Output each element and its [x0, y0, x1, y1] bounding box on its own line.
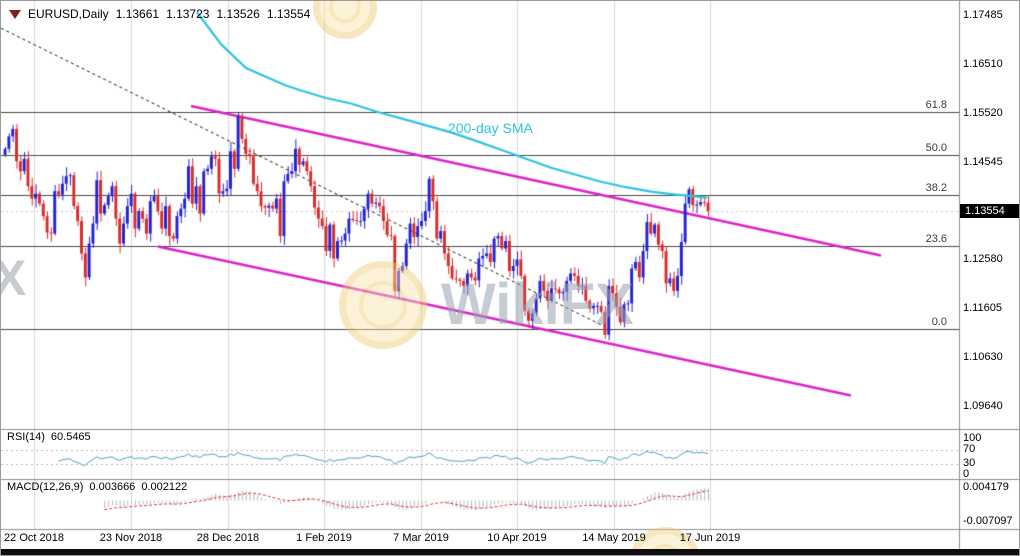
rsi-indicator-label: RSI(14) 60.5465: [7, 431, 91, 443]
macd-axis-min: -0.007097: [963, 515, 1013, 527]
price-axis-label: 1.12580: [963, 253, 1003, 266]
macd-name: MACD(12,26,9): [7, 481, 84, 493]
price-axis-label: 1.15520: [963, 106, 1003, 119]
rsi-axis-label: 100: [963, 432, 982, 444]
price-axis-label: 1.16510: [963, 57, 1003, 70]
high-value: 1.13723: [166, 7, 210, 21]
price-axis-label: 1.11605: [963, 302, 1002, 315]
symbol-ohlc-header: EURUSD,Daily 1.13661 1.13723 1.13526 1.1…: [9, 7, 310, 21]
macd-axis-max: 0.004179: [963, 481, 1009, 493]
time-axis[interactable]: 22 Oct 2018 23 Nov 2018 28 Dec 2018 1 Feb 2…: [1, 530, 959, 548]
rsi-axis-label: 0: [963, 468, 970, 480]
macd-signal-value: 0.002122: [141, 481, 188, 493]
rsi-name: RSI(14): [7, 431, 45, 443]
time-axis-label: 7 Mar 2019: [393, 532, 449, 544]
rsi-axis-label: 30: [963, 457, 976, 470]
price-axis-label: 1.14545: [963, 155, 1003, 168]
fib-level-label: 0.0: [931, 316, 947, 329]
time-axis-label: 14 May 2019: [582, 532, 646, 544]
price-axis-label: 1.09640: [963, 400, 1003, 412]
fib-level-label: 61.8: [925, 99, 947, 112]
watermark-logo: WikiFX: [339, 261, 634, 349]
fib-level-label: 50.0: [925, 141, 947, 154]
time-axis-label: 23 Nov 2018: [99, 532, 163, 544]
rsi-value: 60.5465: [50, 431, 91, 443]
time-axis-label: 10 Apr 2019: [487, 532, 547, 544]
fib-level-label: 38.2: [925, 182, 947, 195]
price-axis-label: 1.17485: [963, 9, 1003, 21]
watermark-letter: X: [1, 249, 26, 307]
time-axis-label: 28 Dec 2018: [196, 532, 260, 544]
price-axis-label: 1.10630: [963, 350, 1003, 363]
time-axis-label: 1 Feb 2019: [296, 532, 352, 544]
watermark-coin-icon: [339, 261, 427, 349]
bottom-border: [1, 549, 1019, 555]
time-axis-label: 22 Oct 2018: [4, 532, 64, 544]
macd-indicator-label: MACD(12,26,9) 0.003666 0.002122: [7, 481, 187, 493]
current-price-tag: 1.13554: [960, 203, 1019, 218]
rsi-axis-label: 70: [963, 442, 976, 455]
symbol-direction-icon: [9, 9, 21, 19]
open-value: 1.13661: [115, 7, 160, 21]
price-axis[interactable]: 1.17485 1.16510 1.15520 1.14545 1.12580 1.116…: [959, 1, 1019, 548]
macd-main-value: 0.003666: [89, 481, 136, 493]
watermark-text: WikiFX: [441, 272, 634, 337]
low-value: 1.13526: [216, 7, 260, 21]
time-axis-label: 17 Jun 2019: [679, 532, 741, 544]
sma-annotation: 200-day SMA: [448, 120, 533, 136]
symbol-name: EURUSD,Daily: [28, 7, 109, 21]
close-value: 1.13554: [266, 7, 311, 21]
fib-level-label: 23.6: [925, 233, 947, 245]
